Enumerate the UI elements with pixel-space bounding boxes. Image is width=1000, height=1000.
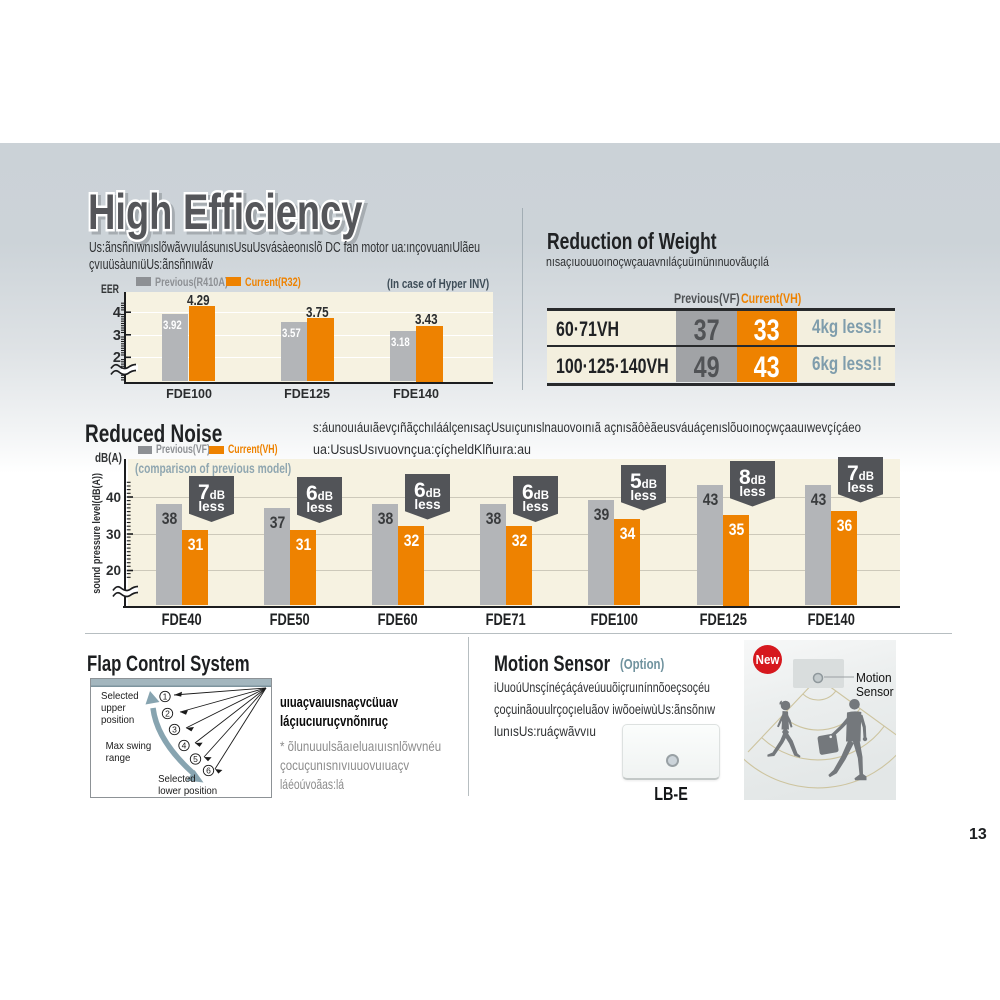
svg-text:position: position [101,715,134,726]
svg-text:Max swing: Max swing [106,741,152,752]
svg-text:1: 1 [163,692,168,702]
svg-text:Motion: Motion [856,671,892,685]
svg-text:lower position: lower position [158,786,217,797]
svg-text:High Efficiency: High Efficiency [88,185,363,240]
svg-text:4: 4 [182,741,187,751]
svg-text:6: 6 [206,766,211,776]
svg-text:High Efficiency: High Efficiency [91,188,366,243]
svg-text:Selected: Selected [101,691,139,702]
svg-text:3: 3 [172,725,177,735]
svg-text:range: range [106,753,131,764]
svg-text:Sensor: Sensor [856,685,894,699]
svg-text:upper: upper [101,703,126,714]
svg-text:Selected: Selected [158,774,196,785]
svg-text:New: New [756,653,780,668]
svg-text:2: 2 [165,709,170,719]
svg-text:5: 5 [193,754,198,764]
